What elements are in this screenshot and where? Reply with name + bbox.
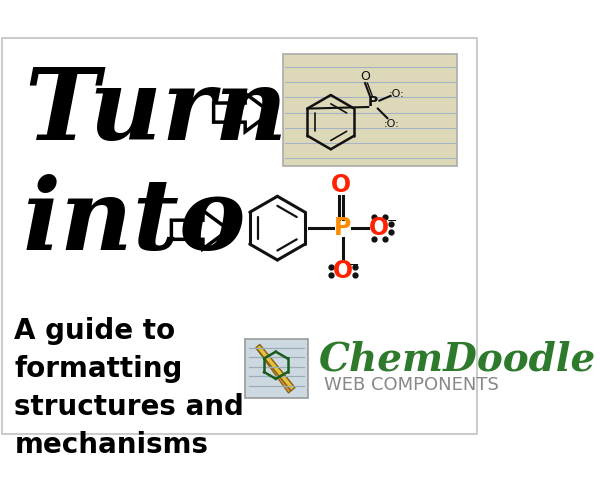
Text: O: O [331,173,351,197]
FancyBboxPatch shape [283,54,457,166]
Text: :O:: :O: [383,118,399,128]
Text: ChemDoodle: ChemDoodle [319,340,596,378]
Text: A guide to
formatting
structures and
mechanisms: A guide to formatting structures and mec… [14,318,244,459]
Polygon shape [214,94,271,132]
Text: :O:: :O: [388,89,404,99]
Text: −: − [387,216,397,228]
Text: Turn: Turn [24,64,287,161]
FancyBboxPatch shape [245,339,308,398]
Text: P: P [334,216,352,240]
Text: −: − [349,259,359,272]
Polygon shape [172,210,229,249]
Text: P: P [368,95,378,109]
Text: O: O [370,216,389,240]
Text: O: O [332,259,353,283]
Text: into: into [22,174,246,270]
Polygon shape [256,344,295,391]
Polygon shape [256,348,291,393]
Text: O: O [360,70,370,83]
Text: WEB COMPONENTS: WEB COMPONENTS [323,376,499,394]
